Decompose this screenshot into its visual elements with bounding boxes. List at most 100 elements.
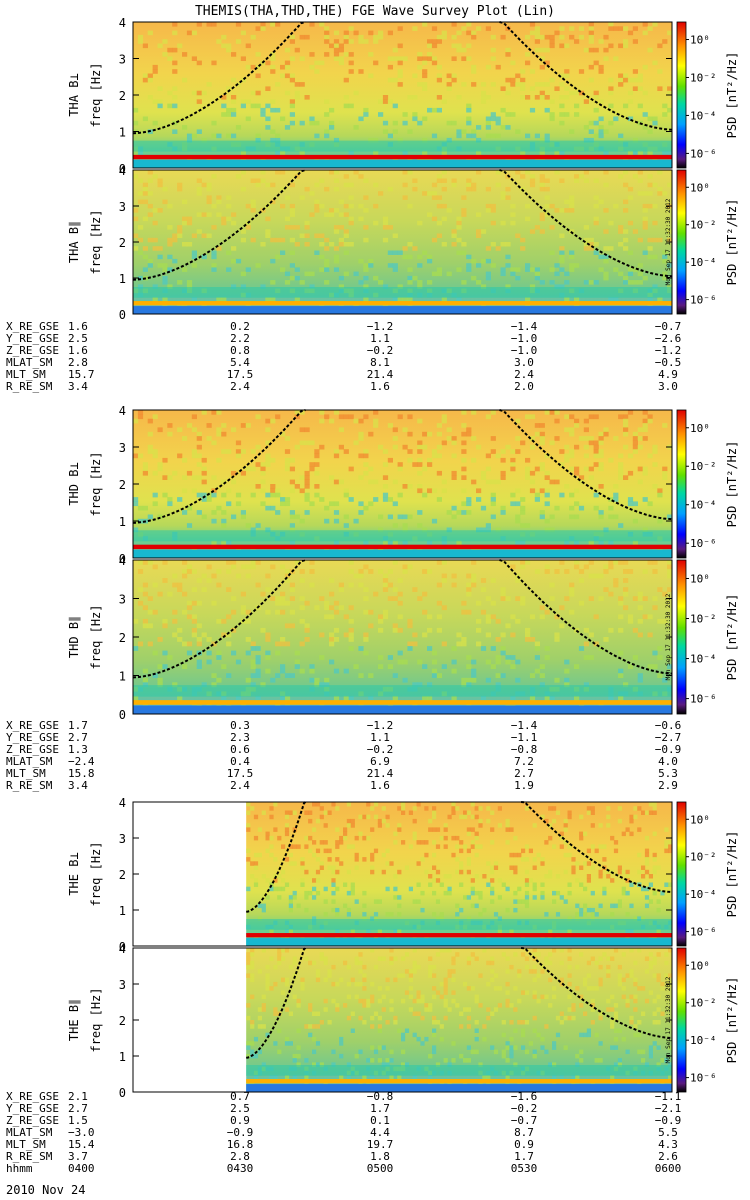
orbit-row-value: −3.0 xyxy=(68,1126,95,1139)
orbit-row-value: −0.7 xyxy=(655,320,682,333)
orbit-row-value: 0400 xyxy=(68,1162,95,1175)
spectrogram-panel: 0 1 2 3 4 THE B⊥ freq [Hz] 10⁰ 10⁻² 10⁻⁴ 10⁻⁶ PSD [… xyxy=(67,796,739,954)
orbit-row-value: 21.4 xyxy=(367,368,394,381)
y-tick-label: 4 xyxy=(119,942,126,956)
cyclotron-curve-right xyxy=(499,169,673,278)
y-tick-label: 2 xyxy=(119,236,126,250)
orbit-row-value: −2.7 xyxy=(655,731,682,744)
colorbar-tick-label: 10⁻² xyxy=(690,71,717,84)
orbit-row-value: 4.9 xyxy=(658,368,678,381)
orbit-row-name: Y_RE_GSE xyxy=(6,332,59,345)
orbit-row-value: 0430 xyxy=(227,1162,254,1175)
orbit-row-value: 0.8 xyxy=(230,344,250,357)
orbit-row-value: 6.9 xyxy=(370,755,390,768)
orbit-row-value: 1.6 xyxy=(68,320,88,333)
colorbar-tick-label: 10⁰ xyxy=(690,959,710,972)
orbit-row-value: 15.4 xyxy=(68,1138,95,1151)
orbit-row-value: 16.8 xyxy=(227,1138,254,1151)
orbit-row-value: 1.1 xyxy=(370,332,390,345)
orbit-row-name: X_RE_GSE xyxy=(6,1090,59,1103)
colorbar-tick-label: 10⁻⁶ xyxy=(690,1072,717,1085)
orbit-row-name: hhmm xyxy=(6,1162,33,1175)
timestamp-stamp: Mon Sep 17 11:32:30 2012 xyxy=(665,593,672,680)
y-tick-label: 4 xyxy=(119,554,126,568)
orbit-row-value: 1.6 xyxy=(370,779,390,792)
y-tick-label: 2 xyxy=(119,478,126,492)
orbit-row-value: −1.1 xyxy=(655,1090,682,1103)
orbit-row-value: 19.7 xyxy=(367,1138,394,1151)
orbit-row-value: 2.7 xyxy=(68,731,88,744)
cyclotron-curve-left xyxy=(246,801,307,913)
orbit-row-name: MLAT_SM xyxy=(6,755,53,768)
orbit-row-value: 2.8 xyxy=(68,356,88,369)
orbit-row-name: Y_RE_GSE xyxy=(6,731,59,744)
orbit-row-value: 1.6 xyxy=(68,344,88,357)
y-tick-label: 3 xyxy=(119,832,126,846)
y-tick-label: 0 xyxy=(119,1086,126,1100)
orbit-row-value: 5.4 xyxy=(230,356,250,369)
orbit-row-value: −1.2 xyxy=(367,719,394,732)
y-tick-label: 2 xyxy=(119,1014,126,1028)
orbit-row-value: 0530 xyxy=(511,1162,538,1175)
orbit-row-value: 15.8 xyxy=(68,767,95,780)
orbit-row-name: Z_RE_GSE xyxy=(6,344,59,357)
orbit-row-value: 1.7 xyxy=(370,1102,390,1115)
orbit-row-value: −0.7 xyxy=(511,1114,538,1127)
low-freq-band xyxy=(246,1065,672,1076)
orbit-table: X_RE_GSE 1.7 0.3 −1.2 −1.4 −0.6 Y_RE_GSE 2.7 2.3… xyxy=(6,719,681,792)
orbit-row-value: 7.2 xyxy=(514,755,534,768)
orbit-row-value: 1.1 xyxy=(370,731,390,744)
cyclotron-curve-left xyxy=(132,409,306,524)
y-tick-label: 1 xyxy=(119,670,126,684)
low-freq-band xyxy=(133,140,672,152)
colorbar-tick-label: 10⁻⁴ xyxy=(690,653,717,666)
orbit-row-value: 2.0 xyxy=(514,380,534,393)
colorbar-tick-label: 10⁻² xyxy=(690,613,717,626)
orbit-row-value: 0.6 xyxy=(230,743,250,756)
orbit-row-value: −2.1 xyxy=(655,1102,682,1115)
orbit-row-value: 1.3 xyxy=(68,743,88,756)
y-tick-label: 1 xyxy=(119,126,126,140)
colorbar-label: PSD [nT²/Hz] xyxy=(725,977,739,1064)
y-tick-label: 1 xyxy=(119,904,126,918)
colorbar-tick-label: 10⁻⁶ xyxy=(690,537,717,550)
orbit-row-value: 3.0 xyxy=(658,380,678,393)
panel-label: THE B⊥ xyxy=(67,852,81,895)
y-tick-label: 1 xyxy=(119,1050,126,1064)
y-tick-label: 4 xyxy=(119,404,126,418)
orbit-row-value: 4.4 xyxy=(370,1126,390,1139)
colorbar-tick-label: 10⁻² xyxy=(690,460,717,473)
y-tick-label: 0 xyxy=(119,552,126,566)
orbit-row-value: −1.0 xyxy=(511,344,538,357)
gyro-band xyxy=(133,154,672,160)
orbit-row-value: 21.4 xyxy=(367,767,394,780)
orbit-row-name: MLT_SM xyxy=(6,368,46,381)
orbit-row-value: −0.9 xyxy=(227,1126,254,1139)
bottom-band xyxy=(133,705,672,714)
orbit-row-value: 1.6 xyxy=(370,380,390,393)
orbit-row-value: 2.1 xyxy=(68,1090,88,1103)
orbit-row-value: 4.3 xyxy=(658,1138,678,1151)
orbit-row-value: 5.5 xyxy=(658,1126,678,1139)
y-tick-label: 0 xyxy=(119,308,126,322)
orbit-row-value: −1.2 xyxy=(367,320,394,333)
low-freq-band xyxy=(246,919,672,930)
colorbar-tick-label: 10⁻⁴ xyxy=(690,1034,717,1047)
orbit-row-value: 0.7 xyxy=(230,1090,250,1103)
orbit-row-value: −0.8 xyxy=(367,1090,394,1103)
gyro-band xyxy=(246,1079,672,1084)
orbit-row-name: MLAT_SM xyxy=(6,356,53,369)
y-tick-label: 3 xyxy=(119,441,126,455)
orbit-row-name: MLT_SM xyxy=(6,767,46,780)
y-tick-label: 3 xyxy=(119,200,126,214)
bottom-band xyxy=(133,549,672,558)
colorbar-tick-label: 10⁰ xyxy=(690,813,710,826)
date-label: 2010 Nov 24 xyxy=(6,1183,85,1197)
y-axis-label: freq [Hz] xyxy=(89,604,103,669)
cyclotron-curve-left xyxy=(132,21,306,135)
orbit-row-value: −0.2 xyxy=(367,344,394,357)
colorbar-tick-label: 10⁰ xyxy=(690,34,710,47)
spectrogram-panel: 0 1 2 3 4 THE B∥ freq [Hz] 10⁰ 10⁻² 10⁻⁴ 10⁻⁶ PSD [… xyxy=(67,942,739,1100)
y-tick-label: 2 xyxy=(119,89,126,103)
